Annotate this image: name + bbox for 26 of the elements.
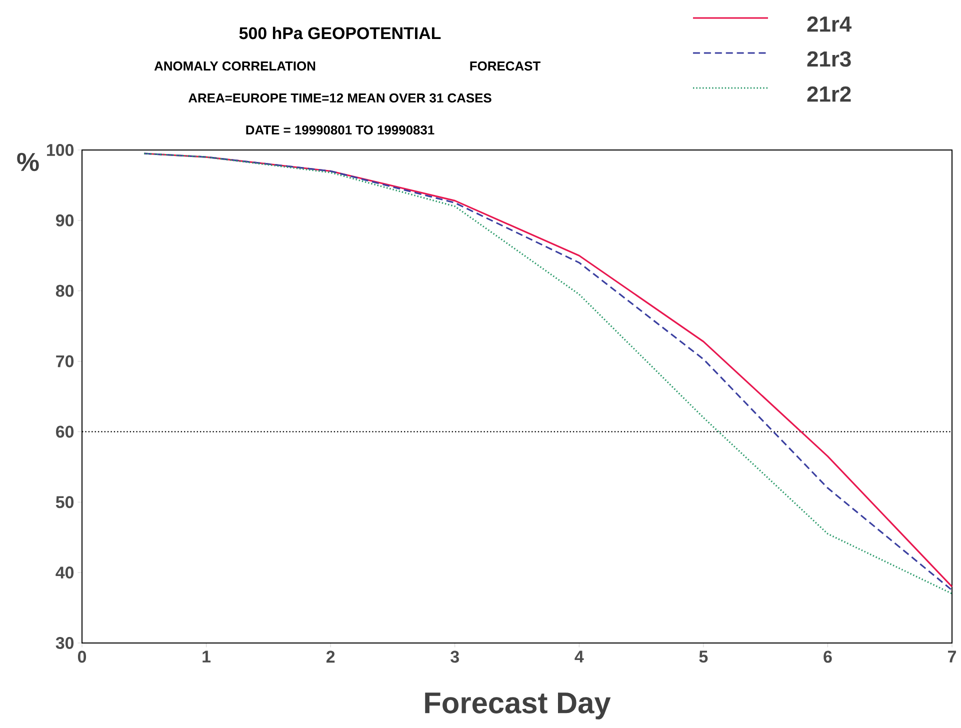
x-tick-label: 3 bbox=[450, 650, 459, 663]
y-tick-label: 80 bbox=[56, 284, 74, 297]
x-tick-label: 2 bbox=[326, 650, 335, 663]
y-tick-label: 50 bbox=[56, 496, 74, 508]
y-tick-label: 70 bbox=[56, 355, 74, 368]
x-tick-label: 0 bbox=[78, 650, 86, 663]
text: FORECAST bbox=[470, 61, 540, 71]
y-tick-label: 90 bbox=[56, 214, 74, 226]
y-tick-label: 30 bbox=[56, 636, 74, 649]
x-tick-label: 4 bbox=[574, 650, 584, 662]
text: DATE = 19990801 TO 19990831 bbox=[246, 125, 434, 135]
y-tick-label: 60 bbox=[56, 426, 74, 438]
x-tick-label: 1 bbox=[202, 650, 211, 662]
y-tick-label: 100 bbox=[47, 144, 74, 156]
x-axis-title: Forecast Day bbox=[425, 692, 611, 720]
x-tick-label: 7 bbox=[948, 650, 956, 662]
chart-title: 500 hPa GEOPOTENTIAL bbox=[239, 26, 441, 40]
legend-label: 21r4 bbox=[807, 16, 852, 32]
legend-label: 21r3 bbox=[807, 51, 851, 67]
x-tick-label: 5 bbox=[699, 650, 708, 663]
legend-label: 21r2 bbox=[807, 86, 851, 102]
y-axis-title: % bbox=[17, 152, 39, 172]
x-tick-label: 6 bbox=[824, 650, 832, 663]
text: AREA=EUROPE TIME=12 MEAN OVER 31 CASES bbox=[188, 93, 492, 103]
text: ANOMALY CORRELATION bbox=[154, 61, 316, 71]
y-tick-label: 40 bbox=[56, 566, 74, 579]
